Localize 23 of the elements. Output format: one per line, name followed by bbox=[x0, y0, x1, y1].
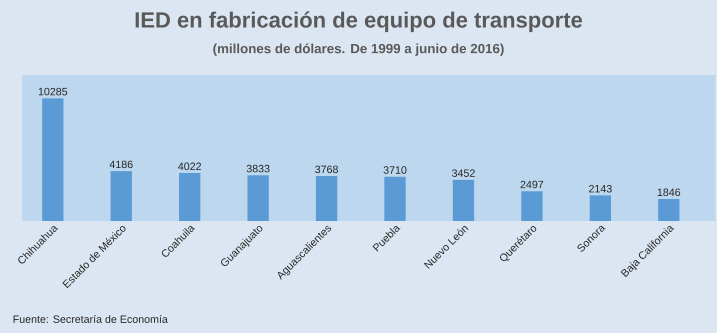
bar bbox=[42, 98, 64, 221]
bar bbox=[316, 176, 338, 221]
chart-subtitle: (millones de dólares. De 1999 a junio de 2016) bbox=[213, 43, 504, 56]
data-label: 3452 bbox=[452, 169, 475, 177]
bar bbox=[384, 176, 406, 221]
bar bbox=[110, 171, 132, 221]
bar bbox=[179, 173, 200, 221]
bar bbox=[590, 195, 612, 221]
data-label: 3833 bbox=[246, 164, 270, 172]
bar bbox=[658, 198, 680, 221]
bar bbox=[452, 180, 474, 221]
data-label: 2497 bbox=[520, 180, 544, 188]
bar bbox=[521, 191, 543, 221]
data-label: 4022 bbox=[178, 162, 202, 170]
data-label: 10285 bbox=[38, 88, 68, 96]
data-label: 3768 bbox=[315, 166, 338, 174]
data-label: 2143 bbox=[589, 184, 612, 193]
bar bbox=[247, 175, 269, 221]
source-note: Fuente: Secretaría de Economía bbox=[14, 314, 168, 323]
chart-title: IED en fabricación de equipo de transporte bbox=[136, 11, 582, 32]
data-label: 1846 bbox=[658, 188, 680, 196]
data-label: 4186 bbox=[110, 160, 133, 168]
data-label: 3710 bbox=[384, 166, 406, 174]
